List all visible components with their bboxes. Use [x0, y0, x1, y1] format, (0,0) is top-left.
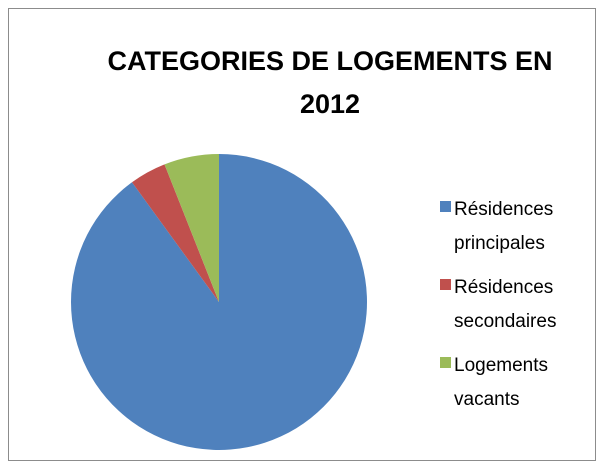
legend-swatch: [440, 279, 451, 290]
pie-slice: [71, 154, 367, 450]
legend-label: Résidences principales: [454, 199, 554, 254]
legend-item: Résidences secondaires: [440, 271, 600, 349]
legend-swatch: [440, 201, 451, 212]
pie-slice: [132, 164, 219, 302]
legend-label: Résidences secondaires: [454, 277, 557, 332]
legend-item: Résidences principales: [440, 193, 600, 271]
legend-item: Logements vacants: [440, 349, 600, 427]
pie-slice: [164, 154, 219, 302]
legend-swatch: [440, 357, 451, 368]
chart-border: [8, 8, 596, 461]
legend: Résidences principales Résidences seconda…: [440, 193, 600, 427]
legend-label: Logements vacants: [454, 355, 549, 410]
chart-title: CATEGORIES DE LOGEMENTS EN 2012: [107, 46, 553, 119]
